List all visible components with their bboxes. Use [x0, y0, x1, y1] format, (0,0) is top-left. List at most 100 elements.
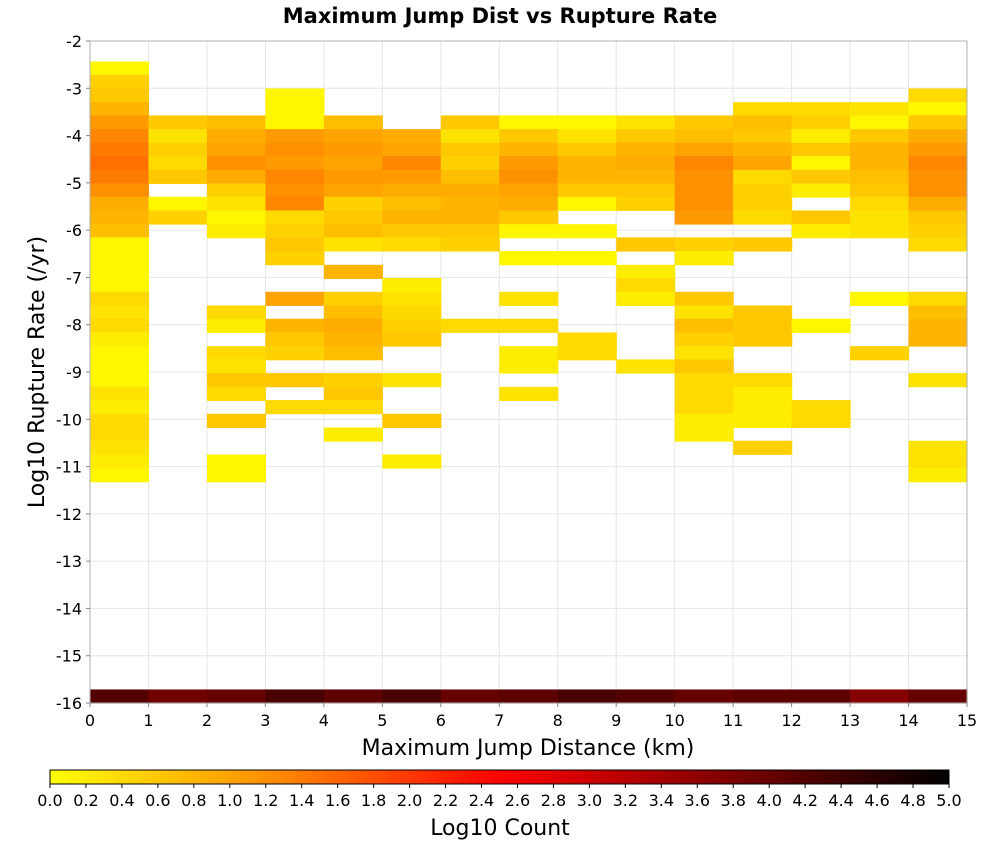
heatmap-cell: [440, 183, 500, 198]
heatmap-cell: [908, 142, 968, 157]
heatmap-cell: [90, 88, 150, 103]
heatmap-cell: [850, 102, 910, 117]
heatmap-cell: [382, 689, 442, 704]
heatmap-cell: [733, 210, 793, 225]
heatmap-cell: [265, 115, 325, 130]
heatmap-cell: [323, 142, 383, 157]
y-tick-label: -10: [56, 410, 82, 429]
heatmap-cell: [616, 359, 676, 374]
heatmap-cell: [557, 183, 617, 198]
heatmap-cell: [674, 169, 734, 184]
heatmap-cell: [850, 210, 910, 225]
heatmap-cell: [850, 129, 910, 144]
heatmap-cell: [850, 142, 910, 157]
heatmap-cell: [616, 237, 676, 252]
colorbar-ticks: 0.0 0.2 0.4 0.6 0.8 1.0 1.2 1.4 1.6 1.8 2.0 2.2 2.4 2…: [37, 784, 962, 810]
heatmap-cell: [265, 183, 325, 198]
heatmap-cell: [616, 278, 676, 293]
heatmap-cell: [908, 305, 968, 320]
heatmap-cell: [148, 689, 208, 704]
heatmap-cell: [791, 224, 851, 239]
heatmap-cell: [908, 102, 968, 117]
heatmap-cell: [323, 346, 383, 361]
heatmap-cell: [557, 332, 617, 347]
heatmap-cell: [733, 318, 793, 333]
heatmap-cell: [382, 278, 442, 293]
heatmap-cell: [674, 359, 734, 374]
heatmap-cell: [90, 468, 150, 483]
heatmap-cell: [733, 413, 793, 428]
heatmap-cell: [90, 183, 150, 198]
heatmap-cell: [265, 400, 325, 415]
heatmap-cell: [908, 115, 968, 130]
heatmap-cell: [908, 440, 968, 455]
x-tick-label: 14: [898, 711, 918, 730]
heatmap-cell: [206, 318, 266, 333]
heatmap-cell: [265, 102, 325, 117]
heatmap-cell: [265, 332, 325, 347]
y-tick-label: -6: [66, 221, 82, 240]
heatmap-cell: [733, 332, 793, 347]
heatmap-cell: [557, 142, 617, 157]
heatmap-cell: [791, 115, 851, 130]
heatmap-cell: [908, 318, 968, 333]
heatmap-cell: [557, 689, 617, 704]
heatmap-cell: [323, 264, 383, 279]
colorbar-tick-label: 4.2: [792, 791, 817, 810]
heatmap-cell: [382, 224, 442, 239]
heatmap-cell: [733, 400, 793, 415]
heatmap-cell: [440, 115, 500, 130]
y-tick-label: -3: [66, 79, 82, 98]
colorbar-tick-label: 1.4: [289, 791, 314, 810]
colorbar-tick-label: 3.2: [613, 791, 638, 810]
heatmap-cell: [499, 251, 559, 266]
heatmap-cell: [206, 359, 266, 374]
colorbar-tick-label: 3.8: [721, 791, 746, 810]
y-tick-label: -13: [56, 552, 82, 571]
heatmap-cell: [323, 373, 383, 388]
heatmap-cell: [499, 359, 559, 374]
colorbar-tick-label: 2.8: [541, 791, 566, 810]
heatmap-cell: [733, 183, 793, 198]
heatmap-cell: [791, 169, 851, 184]
heatmap-cell: [557, 346, 617, 361]
heatmap-cell: [90, 318, 150, 333]
heatmap-cell: [557, 196, 617, 211]
heatmap-cell: [440, 689, 500, 704]
heatmap-cell: [265, 346, 325, 361]
heatmap-cell: [206, 169, 266, 184]
heatmap-cell: [908, 129, 968, 144]
heatmap-cell: [382, 413, 442, 428]
heatmap-cell: [265, 251, 325, 266]
heatmap-cell: [557, 251, 617, 266]
heatmap-cell: [440, 169, 500, 184]
heatmap-cell: [206, 373, 266, 388]
heatmap-cell: [265, 88, 325, 103]
heatmap-cell: [382, 129, 442, 144]
heatmap-cell: [908, 183, 968, 198]
heatmap-cell: [850, 183, 910, 198]
heatmap-cell: [791, 689, 851, 704]
heatmap-cell: [90, 332, 150, 347]
heatmap-cell: [382, 237, 442, 252]
heatmap-cell: [206, 346, 266, 361]
y-tick-label: -9: [66, 363, 82, 382]
heatmap-cell: [908, 88, 968, 103]
heatmap-cell: [499, 210, 559, 225]
heatmap-cell: [908, 169, 968, 184]
colorbar-tick-label: 0.0: [37, 791, 62, 810]
heatmap-cell: [674, 305, 734, 320]
heatmap-cell: [90, 346, 150, 361]
colorbar-tick-label: 0.2: [73, 791, 98, 810]
heatmap-cell: [674, 386, 734, 401]
heatmap-cell: [908, 224, 968, 239]
heatmap-cell: [265, 689, 325, 704]
heatmap-cell: [90, 440, 150, 455]
colorbar-tick-label: 1.8: [361, 791, 386, 810]
heatmap-cell: [148, 115, 208, 130]
heatmap-cell: [148, 210, 208, 225]
heatmap-cell: [90, 115, 150, 130]
heatmap-cell: [499, 318, 559, 333]
heatmap-cell: [90, 142, 150, 157]
